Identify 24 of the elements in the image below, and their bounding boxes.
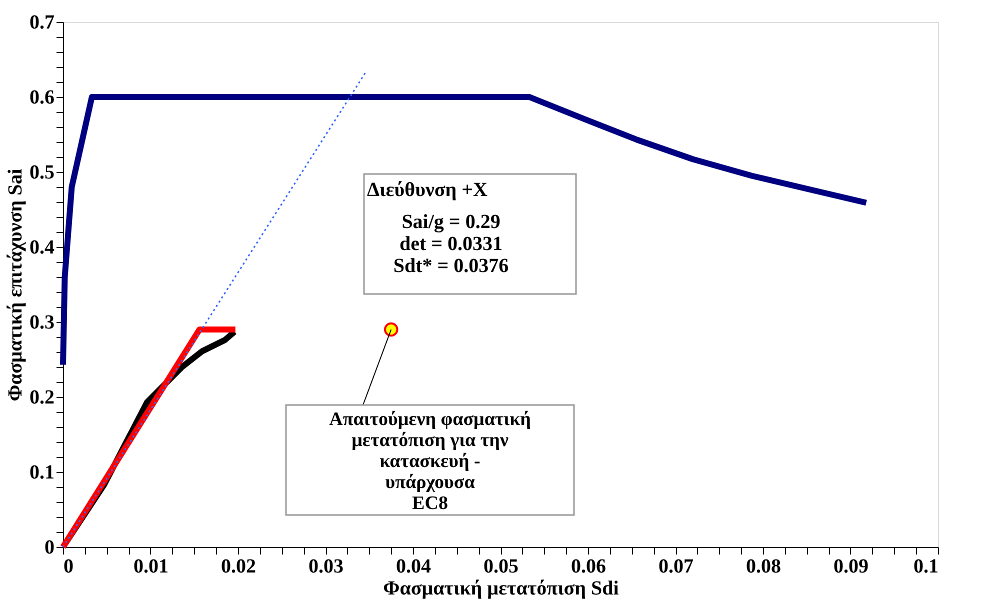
x-tick-label: 0.08 xyxy=(746,556,781,578)
y-tick-label: 0.4 xyxy=(30,236,54,258)
x-tick-label: 0.05 xyxy=(484,556,518,578)
y-tick-label: 0.7 xyxy=(30,12,54,34)
annotation: Απαιτούμενη φασματική μετατόπιση για την κατασκευή - υπάρχουσα EC8 xyxy=(329,409,531,514)
y-tick-label: 0.6 xyxy=(30,86,54,108)
x-tick-label: 0.03 xyxy=(308,556,344,578)
x-tick-label: 0.1 xyxy=(914,556,938,578)
x-tick-label: 0.01 xyxy=(134,556,168,578)
y-tick-label: 0.5 xyxy=(30,162,54,184)
x-tick-label: 0.06 xyxy=(571,556,606,578)
y-tick-label: 0.3 xyxy=(30,312,54,334)
annotation: Sai/g = 0.29 det = 0.0331 Sdt* = 0.0376 xyxy=(393,211,509,277)
annotation: Διεύθυνση +X xyxy=(367,179,488,201)
y-tick-label: 0 xyxy=(44,536,54,558)
x-tick-label: 0.02 xyxy=(221,556,256,578)
y-axis-title: Φασματική επιτάχυνση Sai xyxy=(4,168,26,402)
x-tick-label: 0.04 xyxy=(396,556,431,578)
y-tick-label: 0.2 xyxy=(30,386,54,408)
x-tick-label: 0 xyxy=(64,556,74,578)
x-tick-label: 0.09 xyxy=(834,556,868,578)
x-tick-label: 0.07 xyxy=(658,556,694,578)
y-tick-label: 0.1 xyxy=(30,462,54,484)
x-axis-title: Φασματική μετατόπιση Sdi xyxy=(383,578,620,600)
